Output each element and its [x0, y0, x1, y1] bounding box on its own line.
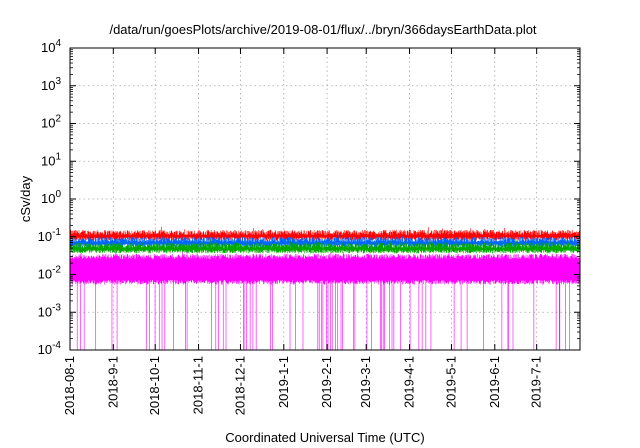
- x-tick-label: 2019-3-1: [358, 356, 373, 408]
- x-tick-label: 2018-12-1: [232, 356, 247, 415]
- x-tick-label: 2019-4-1: [402, 356, 417, 408]
- x-tick-label: 2018-10-1: [147, 356, 162, 415]
- y-tick-label: 10-3: [38, 302, 62, 319]
- series-layer: [69, 226, 581, 350]
- x-tick-label: 2018-9-1: [105, 356, 120, 408]
- y-tick-label: 102: [41, 114, 61, 131]
- y-tick-label: 103: [41, 76, 61, 93]
- chart-title: /data/run/goesPlots/archive/2019-08-01/f…: [109, 22, 536, 37]
- y-tick-label: 104: [41, 38, 61, 55]
- series-0-trace: [69, 226, 581, 241]
- y-tick-label: 101: [41, 151, 61, 168]
- grid: [70, 48, 580, 350]
- x-tick-label: 2018-11-1: [191, 356, 206, 414]
- series-3-trace: [69, 250, 581, 350]
- y-tick-label: 10-4: [38, 340, 62, 357]
- x-tick-label: 2018-08-1: [62, 356, 77, 415]
- y-tick-label: 100: [41, 189, 61, 206]
- series-0: [69, 226, 581, 241]
- x-tick-label: 2019-1-1: [276, 356, 291, 408]
- x-axis-label: Coordinated Universal Time (UTC): [225, 430, 424, 445]
- x-tick-label: 2019-5-1: [443, 356, 458, 408]
- series-3: [69, 250, 581, 350]
- x-tick-label: 2019-6-1: [487, 356, 502, 408]
- y-tick-label: 10-2: [38, 265, 62, 282]
- y-tick-label: 10-1: [38, 227, 62, 244]
- y-axis-label: cSv/day: [18, 175, 33, 222]
- x-tick-label: 2019-7-1: [529, 356, 544, 408]
- x-tick-label: 2019-2-1: [319, 356, 334, 408]
- x-axis: 2018-08-1 2018-9-1 2018-10-1 2018-11-1 2018-…: [62, 48, 544, 415]
